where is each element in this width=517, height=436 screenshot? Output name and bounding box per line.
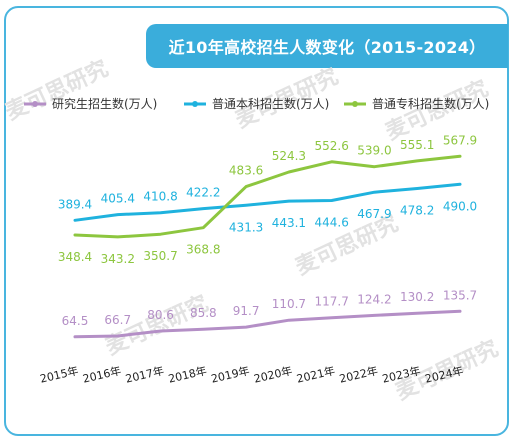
data-label: 91.7	[233, 304, 260, 318]
data-label: 422.2	[186, 186, 220, 200]
data-label: 555.1	[400, 138, 434, 152]
x-tick-label: 2021年	[295, 363, 336, 385]
data-label: 130.2	[400, 290, 434, 304]
data-label: 431.3	[229, 220, 263, 234]
legend-label: 普通本科招生数(万人)	[212, 96, 329, 111]
data-label: 567.9	[443, 133, 477, 147]
data-label: 368.8	[186, 243, 220, 257]
data-label: 348.4	[58, 250, 92, 264]
data-label: 85.8	[190, 306, 217, 320]
data-label: 539.0	[357, 144, 391, 158]
data-label: 80.6	[147, 308, 174, 322]
chart-title: 近10年高校招生人数变化（2015-2024）	[146, 24, 508, 68]
data-label: 490.0	[443, 199, 477, 213]
data-label: 124.2	[357, 292, 391, 306]
legend-label: 普通专科招生数(万人)	[372, 96, 489, 111]
data-label: 350.7	[143, 249, 177, 263]
series-line-1	[73, 309, 462, 339]
data-label: 524.3	[272, 149, 306, 163]
data-label: 389.4	[58, 197, 92, 211]
x-tick-label: 2015年	[39, 363, 80, 385]
data-label: 478.2	[400, 203, 434, 217]
x-tick-label: 2017年	[124, 363, 165, 385]
legend-marker	[352, 101, 358, 107]
legend-label: 研究生招生数(万人)	[52, 96, 157, 111]
series-line-2	[73, 182, 462, 222]
chart-frame	[4, 6, 509, 436]
data-label: 443.1	[272, 216, 306, 230]
series-line-3	[73, 154, 462, 239]
data-label: 467.9	[357, 207, 391, 221]
data-label: 483.6	[229, 164, 263, 178]
data-label: 135.7	[443, 288, 477, 302]
x-tick-label: 2018年	[167, 363, 208, 385]
x-tick-label: 2019年	[210, 363, 251, 385]
watermark-text: 麦可思研究	[2, 55, 113, 125]
data-label: 405.4	[101, 192, 135, 206]
data-label: 444.6	[314, 216, 348, 230]
data-label: 117.7	[314, 295, 348, 309]
data-label: 343.2	[101, 252, 135, 266]
data-label: 410.8	[143, 190, 177, 204]
data-label: 66.7	[104, 313, 131, 327]
x-tick-label: 2020年	[252, 363, 293, 385]
x-tick-label: 2022年	[338, 363, 379, 385]
data-label: 64.5	[62, 314, 89, 328]
x-tick-label: 2016年	[81, 363, 122, 385]
data-label: 552.6	[314, 139, 348, 153]
data-label: 110.7	[272, 297, 306, 311]
legend-marker	[192, 101, 198, 107]
legend-marker	[32, 101, 38, 107]
